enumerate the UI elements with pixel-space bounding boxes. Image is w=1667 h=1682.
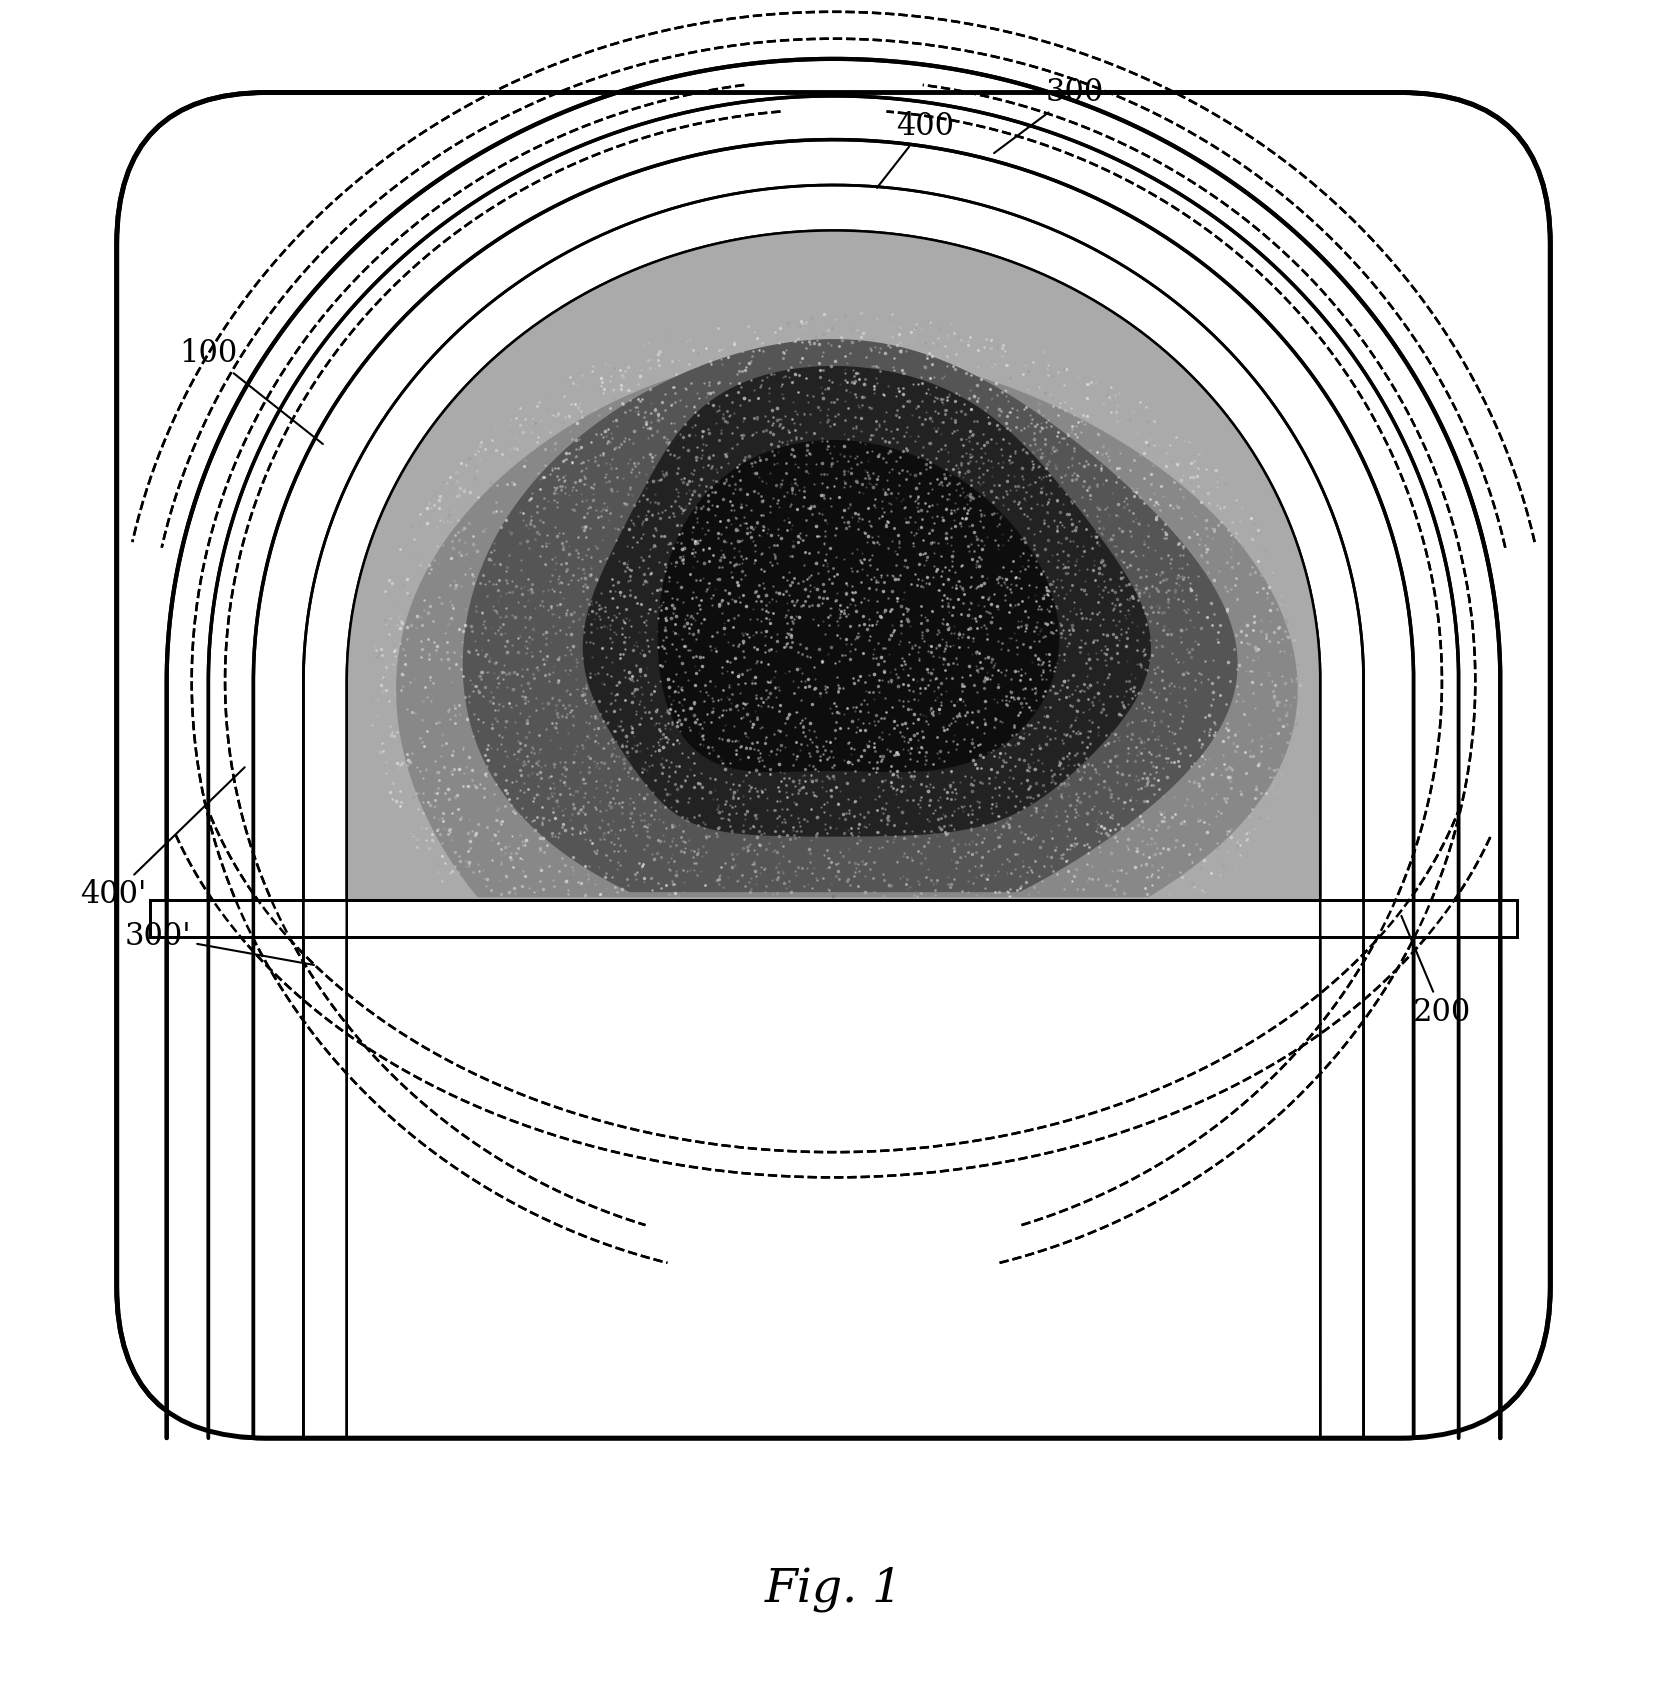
Text: 300: 300: [994, 77, 1104, 153]
Text: Fig. 1: Fig. 1: [765, 1566, 902, 1613]
FancyBboxPatch shape: [117, 93, 1550, 1438]
Text: 200: 200: [1402, 917, 1470, 1028]
Text: 300': 300': [125, 922, 313, 965]
Polygon shape: [658, 441, 1059, 772]
Polygon shape: [463, 340, 1237, 891]
Bar: [150, 900, 1517, 937]
Polygon shape: [163, 56, 1504, 1438]
Polygon shape: [397, 353, 1297, 897]
Text: 100: 100: [180, 338, 323, 444]
Text: 400': 400': [80, 767, 245, 910]
Text: 400: 400: [877, 111, 954, 188]
Polygon shape: [583, 367, 1150, 836]
Polygon shape: [347, 230, 1320, 900]
